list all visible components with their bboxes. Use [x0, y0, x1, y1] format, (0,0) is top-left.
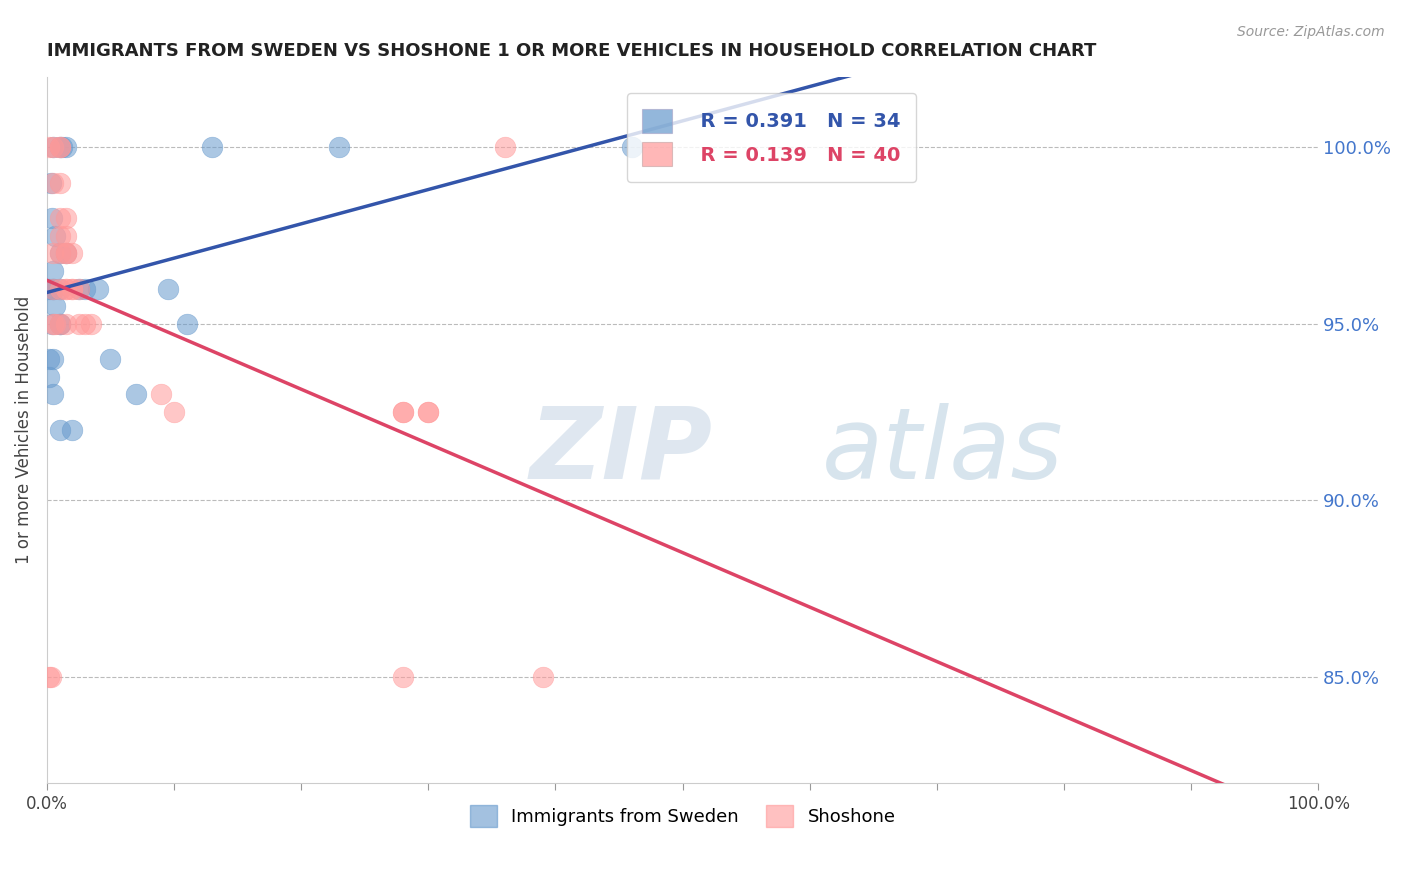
- Point: [67, 281, 90, 295]
- Point: [418, 405, 440, 419]
- Point: [80, 317, 103, 331]
- Point: [48, 246, 70, 260]
- Point: [44, 299, 66, 313]
- Point: [48, 140, 70, 154]
- Point: [51, 140, 73, 154]
- Point: [392, 405, 415, 419]
- Point: [67, 317, 90, 331]
- Point: [42, 140, 65, 154]
- Point: [150, 387, 173, 401]
- Point: [38, 281, 60, 295]
- Point: [42, 264, 65, 278]
- Point: [48, 317, 70, 331]
- Point: [48, 140, 70, 154]
- Y-axis label: 1 or more Vehicles in Household: 1 or more Vehicles in Household: [15, 295, 32, 564]
- Text: ZIP: ZIP: [530, 402, 713, 500]
- Point: [44, 317, 66, 331]
- Point: [531, 670, 554, 684]
- Point: [60, 281, 83, 295]
- Point: [55, 228, 77, 243]
- Point: [55, 246, 77, 260]
- Point: [48, 317, 70, 331]
- Point: [60, 246, 83, 260]
- Point: [41, 317, 63, 331]
- Point: [392, 405, 415, 419]
- Text: Source: ZipAtlas.com: Source: ZipAtlas.com: [1237, 25, 1385, 39]
- Point: [42, 281, 65, 295]
- Point: [38, 369, 60, 384]
- Point: [55, 317, 77, 331]
- Point: [494, 140, 516, 154]
- Point: [48, 281, 70, 295]
- Point: [60, 281, 83, 295]
- Point: [201, 140, 224, 154]
- Point: [55, 211, 77, 225]
- Point: [73, 281, 96, 295]
- Point: [42, 246, 65, 260]
- Point: [42, 387, 65, 401]
- Point: [55, 246, 77, 260]
- Point: [44, 228, 66, 243]
- Point: [55, 281, 77, 295]
- Point: [156, 281, 179, 295]
- Legend: Immigrants from Sweden, Shoshone: Immigrants from Sweden, Shoshone: [463, 797, 903, 834]
- Point: [48, 228, 70, 243]
- Point: [48, 140, 70, 154]
- Point: [55, 140, 77, 154]
- Point: [73, 317, 96, 331]
- Point: [163, 405, 186, 419]
- Point: [42, 281, 65, 295]
- Point: [42, 352, 65, 367]
- Point: [55, 246, 77, 260]
- Text: atlas: atlas: [823, 402, 1064, 500]
- Point: [42, 176, 65, 190]
- Point: [48, 211, 70, 225]
- Point: [41, 211, 63, 225]
- Text: IMMIGRANTS FROM SWEDEN VS SHOSHONE 1 OR MORE VEHICLES IN HOUSEHOLD CORRELATION C: IMMIGRANTS FROM SWEDEN VS SHOSHONE 1 OR …: [46, 42, 1097, 60]
- Point: [42, 317, 65, 331]
- Point: [38, 670, 60, 684]
- Point: [67, 281, 90, 295]
- Point: [87, 281, 110, 295]
- Point: [48, 246, 70, 260]
- Point: [176, 317, 198, 331]
- Point: [328, 140, 350, 154]
- Point: [55, 281, 77, 295]
- Point: [620, 140, 643, 154]
- Point: [39, 670, 62, 684]
- Point: [48, 281, 70, 295]
- Point: [42, 140, 65, 154]
- Point: [48, 423, 70, 437]
- Point: [38, 352, 60, 367]
- Point: [100, 352, 122, 367]
- Point: [38, 140, 60, 154]
- Point: [60, 423, 83, 437]
- Point: [42, 281, 65, 295]
- Point: [48, 176, 70, 190]
- Point: [418, 405, 440, 419]
- Point: [48, 317, 70, 331]
- Point: [125, 387, 148, 401]
- Point: [39, 176, 62, 190]
- Point: [392, 670, 415, 684]
